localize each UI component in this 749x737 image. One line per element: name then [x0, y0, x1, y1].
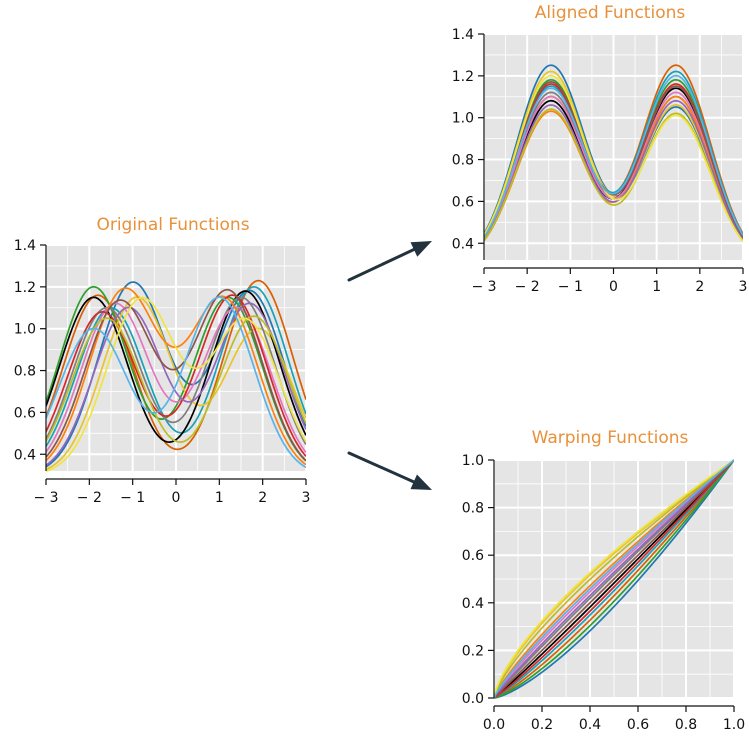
aligned-functions-panel: − 3 − 2 − 1 0 1 2 3 0.4 0.6 0.8 1.0 1.2 1.4 Aligned F…	[452, 3, 748, 295]
x-tick-label: 0	[172, 490, 181, 506]
series-line-13	[494, 459, 734, 699]
x-tick-label: 1	[652, 279, 661, 295]
series-lines	[46, 279, 306, 472]
x-tick-label: 0.6	[627, 717, 649, 733]
series-line-10	[494, 459, 734, 699]
series-line-14	[494, 459, 734, 699]
warping-functions-panel: 0.0 0.2 0.4 0.6 0.8 1.0 0.0 0.2 0.4 0.6 0.8 1.0 Warp…	[462, 428, 745, 733]
x-tick-label: 3	[739, 279, 748, 295]
series-line-3	[46, 285, 306, 462]
y-tick-label: 1.4	[452, 27, 474, 43]
x-tick-label: − 3	[471, 279, 496, 295]
series-line-6	[494, 459, 734, 699]
original-functions-panel: − 3 − 2 − 1 0 1 2 3 0.4 0.6 0.8 1.0 1.2 1.4 Original …	[14, 215, 311, 506]
series-line-13	[46, 315, 306, 443]
x-tick-label: 0	[609, 279, 618, 295]
y-tick-label: 1.0	[462, 453, 484, 469]
y-tick-label: 1.2	[452, 69, 474, 85]
y-tick-label: 0.4	[14, 447, 36, 463]
series-line-10	[46, 294, 306, 457]
y-tick-label: 0.6	[462, 548, 484, 564]
arrow-to-aligned	[347, 241, 432, 282]
x-tick-label: 2	[258, 490, 267, 506]
series-line-2	[494, 459, 734, 699]
y-tick-label: 0.2	[462, 643, 484, 659]
x-tick-label: 0.2	[531, 717, 553, 733]
y-tick-label: 1.2	[14, 280, 36, 296]
y-tick-label: 0.8	[462, 501, 484, 517]
x-tick-label: − 1	[120, 490, 145, 506]
series-line-15	[484, 74, 743, 238]
series-line-15	[494, 459, 734, 699]
x-tick-label: − 1	[558, 279, 583, 295]
x-tick-label: − 2	[515, 279, 540, 295]
y-tick-label: 0.0	[462, 691, 484, 707]
series-line-3	[494, 459, 734, 699]
y-tick-label: 0.4	[452, 236, 474, 252]
x-tick-label: 3	[302, 490, 311, 506]
y-tick-label: 0.6	[452, 194, 474, 210]
series-line-11	[484, 99, 743, 241]
series-line-15	[46, 296, 306, 469]
x-tick-label: 0.8	[675, 717, 697, 733]
series-line-5	[484, 70, 743, 241]
series-line-4	[494, 459, 734, 699]
series-line-7	[46, 296, 306, 445]
x-tick-label: 0.4	[579, 717, 601, 733]
x-tick-label: 2	[695, 279, 704, 295]
x-tick-label: − 3	[33, 490, 58, 506]
series-line-12	[494, 459, 734, 699]
series-line-6	[46, 290, 306, 443]
series-line-11	[494, 459, 734, 699]
x-tick-label: 1	[215, 490, 224, 506]
y-tick-label: 0.4	[462, 596, 484, 612]
x-tick-label: 1.0	[723, 717, 745, 733]
series-lines	[484, 64, 743, 242]
y-tick-label: 1.0	[452, 111, 474, 127]
y-tick-label: 0.6	[14, 405, 36, 421]
series-line-1	[494, 459, 734, 699]
arrow-to-warping	[347, 451, 432, 490]
y-tick-label: 0.8	[452, 153, 474, 169]
y-tick-label: 1.4	[14, 238, 36, 254]
chart-title: Aligned Functions	[535, 3, 686, 23]
series-line-12	[46, 288, 306, 462]
series-line-11	[46, 302, 306, 466]
x-tick-label: 0.0	[483, 717, 505, 733]
series-line-14	[484, 74, 743, 242]
series-line-14	[46, 296, 306, 472]
chart-title: Original Functions	[96, 215, 249, 235]
series-line-8	[46, 302, 306, 454]
y-tick-label: 1.0	[14, 322, 36, 338]
series-line-2	[46, 279, 306, 451]
chart-title: Warping Functions	[532, 428, 689, 448]
y-tick-label: 0.8	[14, 364, 36, 380]
series-lines	[494, 459, 734, 699]
arrows	[347, 241, 432, 490]
x-tick-label: − 2	[77, 490, 102, 506]
